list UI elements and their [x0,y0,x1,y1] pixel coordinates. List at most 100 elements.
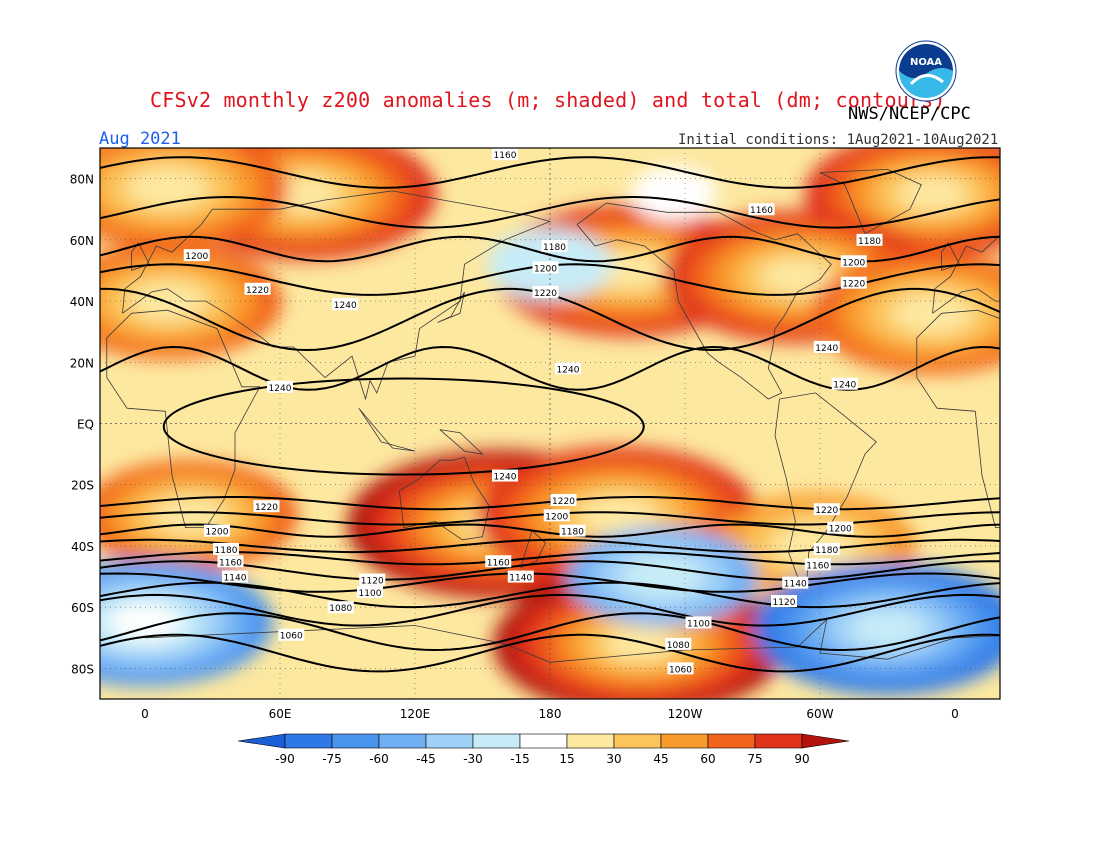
contour-label: 1080 [327,601,354,614]
colorbar-swatch [519,733,568,749]
contour-label: 1120 [359,573,386,587]
svg-text:1180: 1180 [543,243,566,253]
colorbar-swatch [284,733,333,749]
contour-line [100,551,1000,566]
lon-tick-label: 180 [539,707,562,721]
colorbar-label: 60 [700,752,715,766]
contour-label: 1240 [332,298,359,311]
svg-text:1200: 1200 [206,528,229,538]
colorbar-swatch [472,733,521,749]
lat-tick-label: 80S [71,662,94,676]
lon-tick-label: 60W [806,707,833,721]
anomaly-blob [630,166,717,222]
lat-tick-label: EQ [77,418,94,432]
contour-line [100,581,1000,609]
contour-label: 1240 [492,469,518,483]
coastline [520,530,546,569]
svg-text:1100: 1100 [359,589,382,599]
map-title: CFSv2 monthly z200 anomalies (m; shaded)… [150,88,946,112]
anomaly-blob [125,166,210,209]
contour-label: 1140 [507,570,534,584]
coastlines [106,168,1000,663]
colorbar-swatch [238,733,286,749]
lon-tick-label: 120E [400,707,431,721]
contour-label: 1240 [813,340,840,354]
coastline [774,392,877,590]
svg-text:1180: 1180 [858,237,881,247]
colorbar-label: -30 [463,752,483,766]
coastline [437,291,465,323]
svg-text:1220: 1220 [255,503,278,513]
anomaly-blob [620,554,705,599]
colorbar-swatch [660,733,709,749]
contour-label: 1220 [813,503,840,516]
contour-label: 1220 [244,282,271,296]
contour-label: 1160 [217,555,244,568]
svg-text:1140: 1140 [224,574,247,584]
colorbar-label: 45 [653,752,668,766]
lat-tick-label: 60N [70,234,94,248]
colorbar-swatch [331,733,380,749]
coastline [358,407,416,452]
latitude-axis: 80N 60N 40N 20N EQ 20S 40S 60S 80S [70,173,94,677]
contour-label: 1160 [804,558,831,571]
agency-label: NWS/NCEP/CPC [848,104,971,124]
contour-line [100,195,1000,229]
svg-text:1220: 1220 [246,286,269,296]
contour-label: 1180 [559,524,586,538]
contour-label: 1160 [492,148,518,161]
contour-line [100,612,1000,652]
lat-tick-label: 20N [70,356,94,370]
coastline [439,429,484,455]
anomaly-blob [896,175,969,212]
contour-label: 1220 [840,276,867,290]
svg-text:1200: 1200 [545,512,568,522]
colorbar-swatch [707,733,756,749]
svg-text:1140: 1140 [784,580,807,590]
contour-label: 1180 [813,543,840,556]
colorbar-label: 15 [559,752,574,766]
contour-label: 1160 [748,203,775,216]
contour-line [100,156,1000,189]
lat-tick-label: 40S [71,540,94,554]
contour-label: 1180 [856,233,883,247]
svg-text:1120: 1120 [773,598,796,608]
svg-text:1080: 1080 [667,641,690,651]
svg-text:1220: 1220 [815,506,838,516]
contour-label: 1180 [541,239,568,253]
contour-label: 1240 [831,377,858,391]
contour-label: 1240 [555,362,581,375]
coastline [819,168,922,235]
coastline [106,309,261,528]
colorbar-swatch [378,733,427,749]
contour-label: 1120 [771,595,797,608]
contour-label: 1220 [532,285,559,299]
colorbar-label: -90 [275,752,295,766]
contour-label: 1200 [840,255,867,268]
contour-label: 1140 [222,570,248,584]
svg-text:1060: 1060 [280,632,303,642]
colorbar-label: -60 [369,752,389,766]
svg-text:1180: 1180 [815,546,838,556]
colorbar-label: 90 [794,752,809,766]
svg-text:1160: 1160 [806,561,829,571]
svg-text:1200: 1200 [829,525,852,535]
svg-text:1180: 1180 [215,546,238,556]
anomaly-blob [577,495,658,535]
svg-text:1200: 1200 [534,264,557,274]
lat-tick-label: 60S [71,601,94,615]
lon-tick-label: 60E [269,707,292,721]
contour-line [100,560,1000,581]
contour-label: 1200 [183,249,210,262]
contour-label: 1220 [550,494,577,507]
lon-tick-label: 120W [668,707,703,721]
lat-tick-label: 20S [71,479,94,493]
coastline [144,618,956,663]
contour-label: 1060 [278,628,305,642]
anomaly-blob [759,257,836,296]
svg-text:1140: 1140 [509,574,532,584]
colorbar-swatch [613,733,662,749]
anomaly-blob [849,609,926,648]
svg-text:1160: 1160 [750,206,773,216]
